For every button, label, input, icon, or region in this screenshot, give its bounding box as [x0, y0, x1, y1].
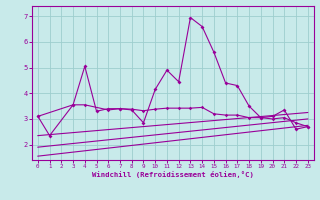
- X-axis label: Windchill (Refroidissement éolien,°C): Windchill (Refroidissement éolien,°C): [92, 171, 254, 178]
